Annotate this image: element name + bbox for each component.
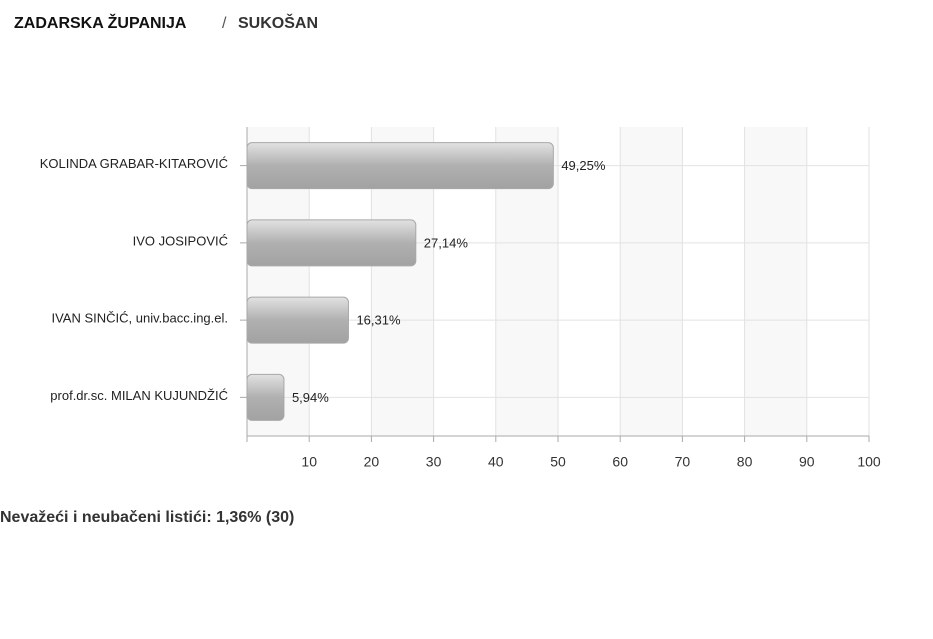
invalid-ballots: Nevažeći i neubačeni listići: 1,36% (30) (0, 509, 294, 526)
bar (246, 296, 349, 344)
value-label: 5,94% (292, 390, 329, 405)
bar (246, 373, 285, 421)
plot-band (744, 127, 807, 436)
bar (246, 219, 417, 267)
x-tick-label: 10 (301, 454, 317, 470)
breadcrumb-region[interactable]: ZADARSKA ŽUPANIJA (14, 13, 187, 32)
value-label: 49,25% (561, 158, 606, 173)
value-label: 27,14% (424, 235, 469, 250)
x-tick-label: 80 (737, 454, 753, 470)
bar (246, 142, 554, 190)
value-label: 16,31% (356, 313, 401, 328)
x-tick-label: 40 (488, 454, 504, 470)
category-label: KOLINDA GRABAR-KITAROVIĆ (40, 156, 228, 171)
x-tick-label: 50 (550, 454, 566, 470)
x-tick-label: 20 (364, 454, 380, 470)
category-label: IVAN SINČIĆ, univ.bacc.ing.el. (51, 311, 228, 326)
x-tick-label: 60 (612, 454, 628, 470)
x-tick-label: 70 (675, 454, 691, 470)
category-label: IVO JOSIPOVIĆ (133, 233, 228, 248)
x-tick-label: 90 (799, 454, 815, 470)
x-tick-label: 100 (857, 454, 881, 470)
breadcrumb-place[interactable]: SUKOŠAN (238, 13, 318, 32)
x-tick-label: 30 (426, 454, 442, 470)
category-label: prof.dr.sc. MILAN KUJUNDŽIĆ (50, 388, 228, 403)
plot-band (620, 127, 683, 436)
breadcrumb-separator: / (222, 15, 227, 32)
